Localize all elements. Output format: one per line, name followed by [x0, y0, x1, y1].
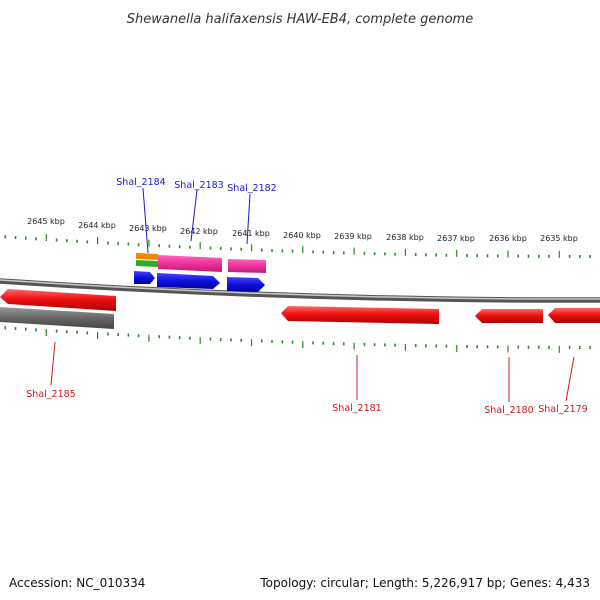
leader-line-shal-2184: [142, 187, 149, 254]
tick-label: 2638 kbp: [386, 233, 424, 242]
gene-label-shal-2183[interactable]: Shal_2183: [174, 180, 223, 191]
tick-label: 2641 kbp: [232, 229, 270, 238]
lower-tick-row: [4, 326, 591, 353]
tick-label: 2645 kbp: [27, 217, 65, 226]
tick-label: 2644 kbp: [78, 221, 116, 230]
tick-label: 2643 kbp: [129, 224, 167, 233]
gene-shal-2182-blue-arrow[interactable]: [227, 277, 265, 292]
tick-label: 2640 kbp: [283, 231, 321, 240]
gene-shal-2185-red-arrow[interactable]: [0, 289, 116, 311]
gene-label-shal-2185[interactable]: Shal_2185: [26, 389, 75, 400]
gene-label-shal-2179[interactable]: Shal_2179: [538, 404, 587, 415]
tick-label: 2635 kbp: [540, 234, 578, 243]
tick-label: 2636 kbp: [489, 234, 527, 243]
gene-label-shal-2182[interactable]: Shal_2182: [227, 183, 276, 194]
gene-label-shal-2184[interactable]: Shal_2184: [116, 177, 165, 188]
upper-tick-row: [4, 234, 591, 258]
accession-label: Accession: NC_010334: [9, 576, 146, 590]
leader-line-shal-2182: [246, 193, 251, 245]
gene-label-shal-2181[interactable]: Shal_2181: [332, 403, 381, 414]
gene-shal-2184-blue-arrow[interactable]: [134, 271, 155, 284]
gene-shal-2183-magenta[interactable]: [158, 255, 222, 272]
genome-summary-label: Topology: circular; Length: 5,226,917 bp…: [260, 576, 590, 590]
gene-shal-2183-blue-arrow[interactable]: [157, 273, 220, 289]
leader-line-shal-2183: [190, 189, 198, 242]
genome-backbone-highlight: [0, 279, 600, 300]
gene-shal-2184-orange[interactable]: [136, 253, 158, 260]
genome-title: Shewanella halifaxensis HAW-EB4, complet…: [127, 12, 473, 27]
tick-label: 2637 kbp: [437, 234, 475, 243]
gene-shal-2182-magenta[interactable]: [228, 259, 266, 273]
gene-label-shal-2180[interactable]: Shal_2180: [484, 405, 533, 416]
genome-backbone: [0, 278, 600, 303]
gene-shal-2184-green[interactable]: [136, 260, 158, 267]
tick-label: 2642 kbp: [180, 227, 218, 236]
tick-label: 2639 kbp: [334, 232, 372, 241]
leader-line-shal-2179: [565, 356, 575, 402]
gene-shal-2185-gray[interactable]: [0, 307, 114, 329]
gene-shal-2179-red-arrow[interactable]: [548, 308, 600, 323]
gene-shal-2180-red-arrow[interactable]: [475, 309, 543, 323]
leader-line-shal-2185: [50, 341, 56, 386]
tick-labels: 2645 kbp 2644 kbp 2643 kbp 2642 kbp 2641…: [27, 217, 578, 243]
gene-shal-2181-red-arrow[interactable]: [281, 306, 439, 324]
